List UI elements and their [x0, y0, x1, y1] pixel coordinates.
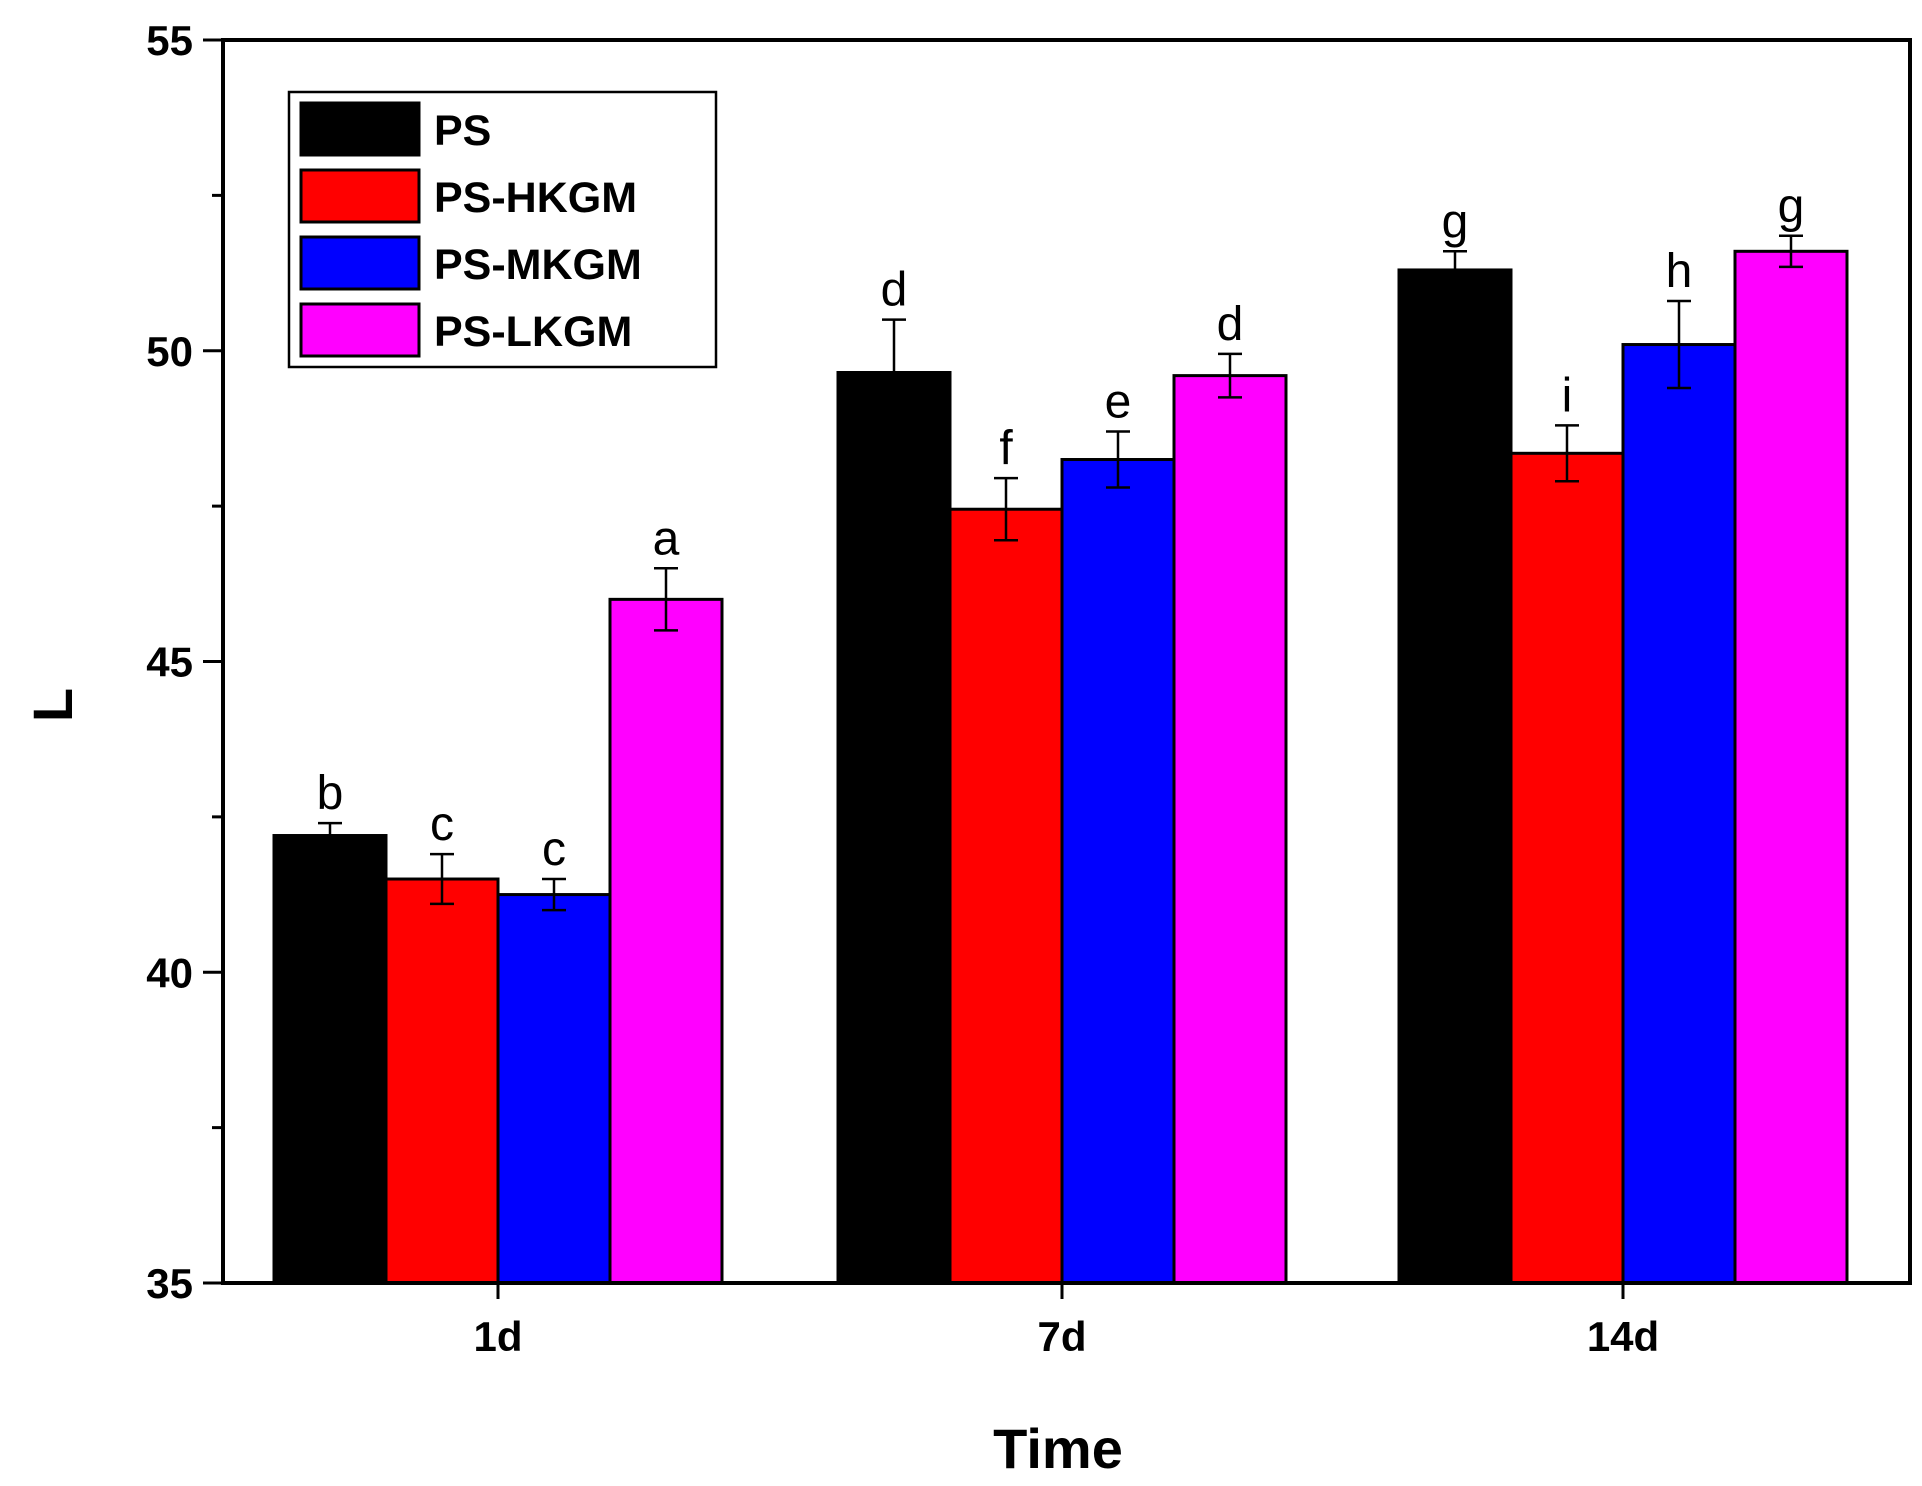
bars-layer — [272, 249, 1849, 1285]
legend-swatch — [299, 302, 421, 358]
x-axis-title: Time — [993, 1417, 1123, 1480]
bar-ps-lkgm-7d — [1172, 374, 1288, 1285]
significance-labels-layer: b c c a d f e d g i h g — [317, 180, 1805, 876]
significance-label: f — [999, 422, 1013, 475]
y-tick-label: 40 — [146, 949, 193, 996]
significance-label: c — [430, 798, 454, 851]
x-tick-label: 14d — [1587, 1313, 1659, 1360]
y-axis-title: L — [21, 688, 84, 722]
y-tick-label: 50 — [146, 328, 193, 375]
y-tick-label: 45 — [146, 639, 193, 686]
axes-layer: 1d 7d 14d 35 40 45 50 55 — [146, 17, 1912, 1360]
significance-label: g — [1778, 180, 1805, 233]
legend-swatch — [299, 168, 421, 224]
significance-label: g — [1442, 195, 1469, 248]
significance-label: i — [1562, 369, 1573, 422]
bar-ps-mkgm-1d — [496, 893, 612, 1285]
legend: PS PS-HKGM PS-MKGM PS-LKGM — [287, 90, 718, 369]
bar-ps-mkgm-14d — [1621, 343, 1737, 1285]
significance-label: h — [1666, 245, 1693, 298]
legend-swatch — [299, 101, 421, 157]
bar-ps-hkgm-1d — [384, 877, 500, 1285]
bar-ps-hkgm-7d — [948, 507, 1064, 1285]
legend-label: PS-LKGM — [434, 308, 632, 356]
significance-label: d — [881, 264, 908, 317]
bar-ps-lkgm-14d — [1733, 249, 1849, 1285]
y-tick-label: 55 — [146, 17, 193, 64]
significance-label: b — [317, 767, 344, 820]
bar-ps-7d — [836, 371, 952, 1285]
significance-label: a — [653, 512, 680, 565]
y-tick-label: 35 — [146, 1260, 193, 1307]
significance-label: c — [542, 823, 566, 876]
bar-ps-14d — [1397, 268, 1513, 1285]
x-tick-label: 1d — [473, 1313, 522, 1360]
bar-ps-mkgm-7d — [1060, 458, 1176, 1285]
bar-ps-1d — [272, 834, 388, 1285]
bar-ps-hkgm-14d — [1509, 451, 1625, 1285]
significance-label: d — [1217, 298, 1244, 351]
bar-ps-lkgm-1d — [608, 597, 724, 1285]
significance-label: e — [1105, 376, 1132, 429]
legend-label: PS — [434, 107, 491, 155]
legend-label: PS-HKGM — [434, 174, 637, 222]
legend-swatch — [299, 235, 421, 291]
x-tick-label: 7d — [1037, 1313, 1086, 1360]
legend-label: PS-MKGM — [434, 241, 642, 289]
error-bars-layer — [318, 234, 1803, 912]
